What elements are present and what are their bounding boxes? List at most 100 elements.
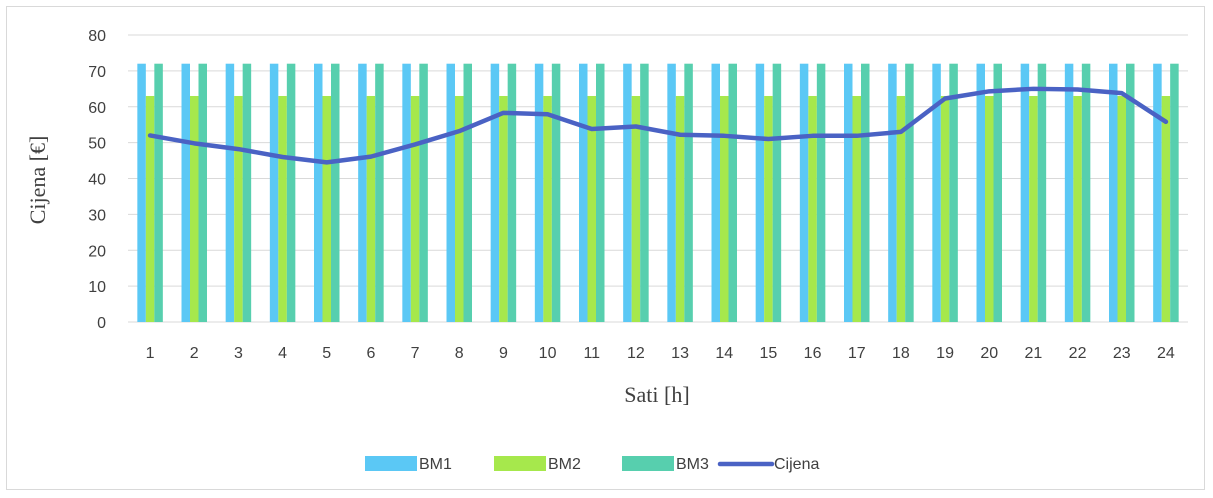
bar-bm1-15 bbox=[755, 63, 765, 322]
bar-bm2-22 bbox=[1073, 95, 1082, 322]
bar-bm2-19 bbox=[940, 95, 950, 322]
bar-bm3-12 bbox=[640, 63, 649, 322]
bar-bm1-22 bbox=[1064, 63, 1074, 322]
bar-bm2-24 bbox=[1161, 95, 1171, 322]
bar-bm2-12 bbox=[631, 95, 641, 322]
bar-bm2-10 bbox=[543, 95, 552, 322]
y-tick-80: 80 bbox=[88, 28, 106, 45]
bar-bm1-5 bbox=[314, 63, 323, 322]
x-tick-6: 6 bbox=[366, 345, 375, 362]
bar-bm3-15 bbox=[772, 63, 782, 322]
bar-bm1-3 bbox=[225, 63, 235, 322]
bar-bm3-18 bbox=[905, 63, 914, 322]
bar-bm1-13 bbox=[667, 63, 676, 322]
bar-bm1-19 bbox=[932, 63, 941, 322]
legend-label-cijena: Cijena bbox=[774, 456, 819, 473]
x-tick-3: 3 bbox=[234, 345, 243, 362]
bar-bm2-9 bbox=[499, 95, 508, 322]
x-tick-12: 12 bbox=[627, 345, 645, 362]
y-tick-20: 20 bbox=[88, 243, 106, 260]
bar-bm3-22 bbox=[1081, 63, 1091, 322]
bar-bm3-8 bbox=[463, 63, 472, 322]
x-tick-14: 14 bbox=[715, 345, 733, 362]
x-tick-4: 4 bbox=[278, 345, 287, 362]
x-tick-1: 1 bbox=[146, 345, 155, 362]
y-tick-labels: 0 10 20 30 40 50 60 70 80 bbox=[88, 28, 106, 332]
bar-bm3-19 bbox=[949, 63, 958, 322]
bar-bm2-5 bbox=[322, 95, 331, 322]
bar-bm2-3 bbox=[234, 95, 243, 322]
bar-bm2-15 bbox=[764, 95, 773, 322]
bar-bm3-17 bbox=[861, 63, 870, 322]
bar-bm2-13 bbox=[675, 95, 685, 322]
line-cijena bbox=[147, 86, 1169, 165]
legend-label-bm3: BM3 bbox=[676, 456, 709, 473]
y-axis-title: Cijena [€] bbox=[25, 136, 50, 225]
bar-bm1-7 bbox=[402, 63, 411, 322]
bar-bm1-23 bbox=[1109, 63, 1118, 322]
x-tick-13: 13 bbox=[671, 345, 689, 362]
bar-bm2-18 bbox=[896, 95, 906, 322]
bar-series bbox=[137, 63, 1179, 322]
bar-bm2-1 bbox=[145, 95, 155, 322]
bar-bm3-9 bbox=[507, 63, 517, 322]
x-tick-2: 2 bbox=[190, 345, 199, 362]
bar-bm3-13 bbox=[684, 63, 693, 322]
bar-bm2-14 bbox=[720, 95, 729, 322]
bar-bm1-1 bbox=[137, 63, 146, 322]
legend-swatch-bm1 bbox=[365, 456, 417, 471]
legend-label-bm1: BM1 bbox=[419, 456, 452, 473]
x-axis-title: Sati [h] bbox=[624, 382, 689, 407]
legend-label-bm2: BM2 bbox=[548, 456, 581, 473]
x-tick-17: 17 bbox=[848, 345, 866, 362]
bar-bm1-12 bbox=[623, 63, 632, 322]
x-tick-22: 22 bbox=[1069, 345, 1087, 362]
y-tick-60: 60 bbox=[88, 100, 106, 117]
bar-bm2-2 bbox=[190, 95, 199, 322]
bar-bm3-20 bbox=[993, 63, 1002, 322]
legend: BM1 BM2 BM3 Cijena bbox=[365, 456, 819, 473]
bar-bm3-5 bbox=[331, 63, 340, 322]
bar-bm2-16 bbox=[808, 95, 817, 322]
gridlines bbox=[128, 34, 1188, 323]
bar-bm1-20 bbox=[976, 63, 985, 322]
x-tick-24: 24 bbox=[1157, 345, 1175, 362]
y-tick-30: 30 bbox=[88, 207, 106, 224]
bar-bm3-16 bbox=[816, 63, 826, 322]
x-tick-8: 8 bbox=[455, 345, 464, 362]
bar-bm3-23 bbox=[1126, 63, 1135, 322]
x-tick-21: 21 bbox=[1025, 345, 1043, 362]
x-tick-5: 5 bbox=[322, 345, 331, 362]
bar-bm2-11 bbox=[587, 95, 596, 322]
legend-swatch-bm3 bbox=[622, 456, 674, 471]
x-tick-19: 19 bbox=[936, 345, 954, 362]
x-tick-20: 20 bbox=[980, 345, 998, 362]
x-tick-11: 11 bbox=[583, 345, 600, 362]
bar-bm1-24 bbox=[1153, 63, 1162, 322]
bar-bm1-11 bbox=[579, 63, 588, 322]
bar-bm1-10 bbox=[534, 63, 544, 322]
x-tick-15: 15 bbox=[760, 345, 778, 362]
bar-bm1-2 bbox=[181, 63, 190, 322]
bar-bm3-1 bbox=[154, 63, 163, 322]
bar-bm1-14 bbox=[711, 63, 720, 322]
bar-bm2-8 bbox=[455, 95, 464, 322]
bar-bm1-8 bbox=[446, 63, 455, 322]
bar-bm2-23 bbox=[1117, 95, 1126, 322]
y-tick-10: 10 bbox=[88, 279, 106, 296]
x-tick-labels: 1 2 3 4 5 6 7 8 9 10 11 12 13 14 15 16 17 18 19 20 21 22 23 24 bbox=[146, 345, 1175, 362]
bar-bm3-3 bbox=[242, 63, 252, 322]
y-tick-70: 70 bbox=[88, 64, 106, 81]
bar-bm1-18 bbox=[888, 63, 897, 322]
bar-bm2-20 bbox=[985, 95, 994, 322]
bar-bm3-14 bbox=[728, 63, 737, 322]
y-tick-40: 40 bbox=[88, 172, 106, 189]
bar-bm2-21 bbox=[1029, 95, 1038, 322]
y-tick-0: 0 bbox=[97, 315, 106, 332]
bar-bm1-4 bbox=[269, 63, 279, 322]
bar-bm2-4 bbox=[278, 95, 287, 322]
bar-bm1-6 bbox=[358, 63, 367, 322]
bar-bm3-7 bbox=[419, 63, 428, 322]
bar-bm2-6 bbox=[366, 95, 376, 322]
